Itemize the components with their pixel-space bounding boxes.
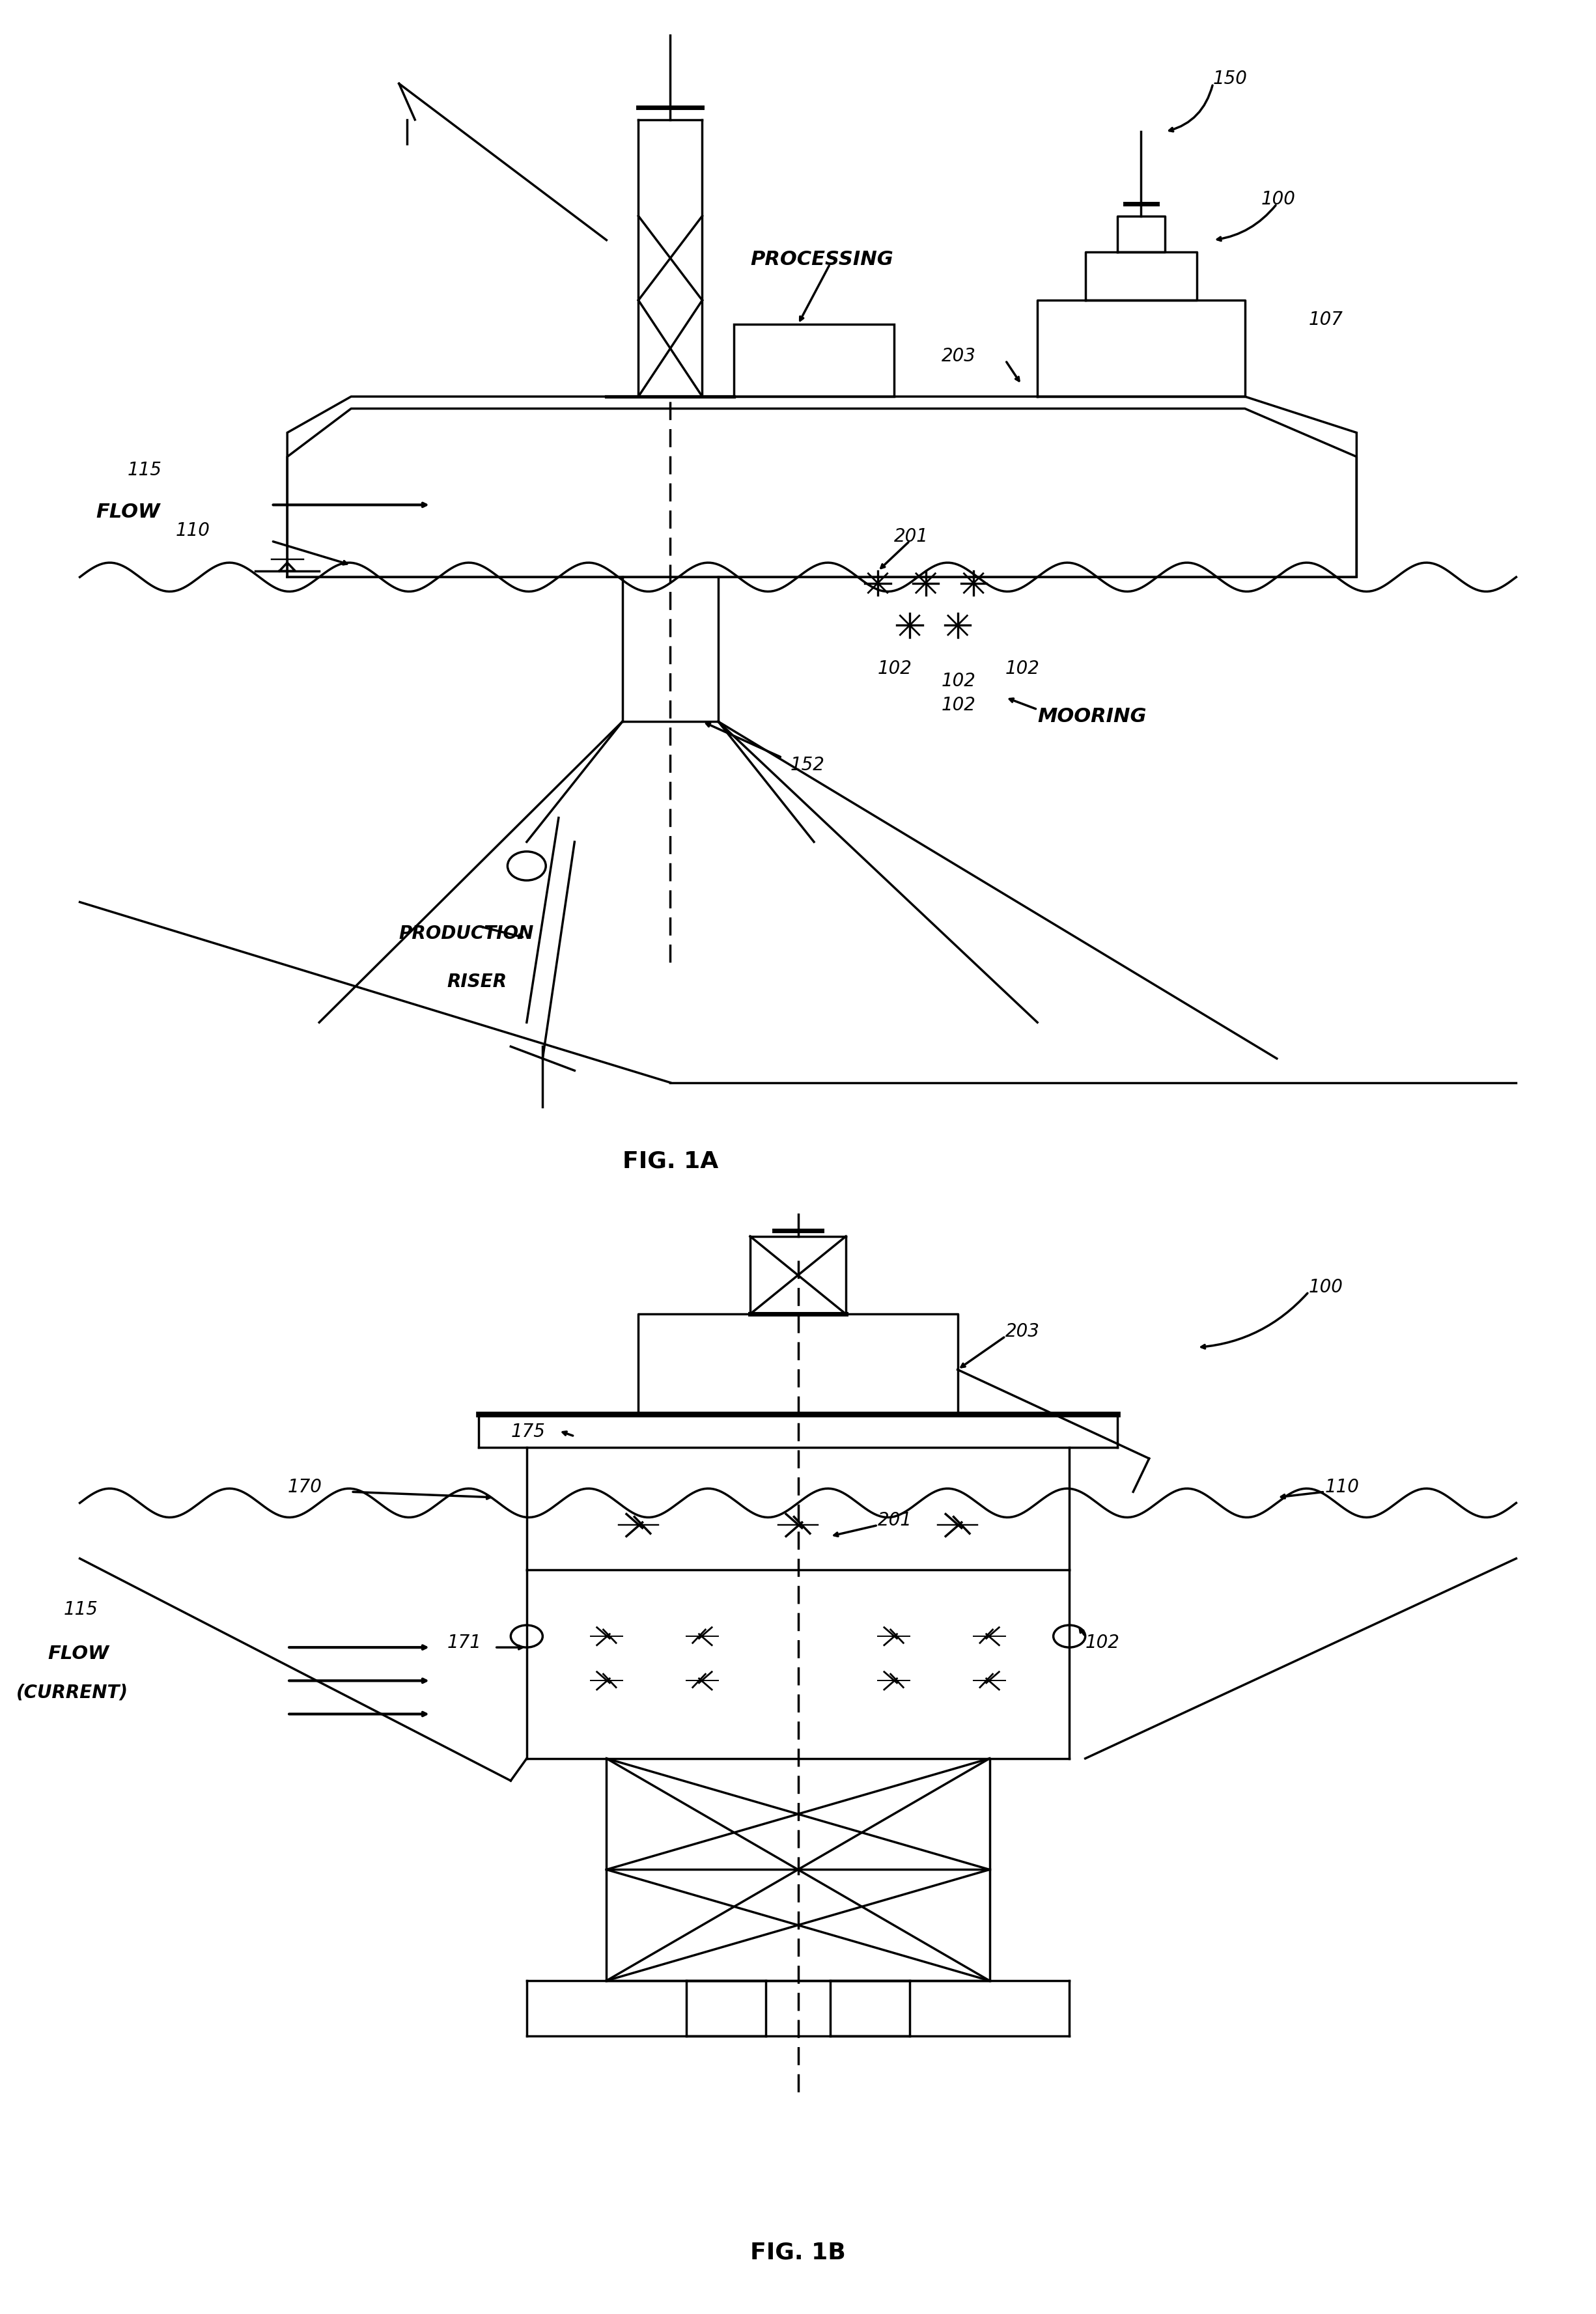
Text: 152: 152 <box>790 757 825 773</box>
Text: 115: 115 <box>128 460 163 479</box>
Text: RISER: RISER <box>447 972 508 990</box>
Text: 170: 170 <box>287 1479 322 1495</box>
Text: 102: 102 <box>942 671 977 690</box>
Text: 100: 100 <box>1261 190 1296 208</box>
Text: 110: 110 <box>1325 1479 1360 1495</box>
Text: 102: 102 <box>878 659 913 678</box>
Text: 110: 110 <box>176 521 211 539</box>
Text: 201: 201 <box>894 528 929 546</box>
Text: FIG. 1B: FIG. 1B <box>750 2240 846 2263</box>
Text: (CURRENT): (CURRENT) <box>16 1682 128 1701</box>
Text: 171: 171 <box>447 1634 482 1652</box>
Text: 102: 102 <box>1005 659 1041 678</box>
Text: 100: 100 <box>1309 1277 1344 1296</box>
Text: PROCESSING: PROCESSING <box>750 250 894 268</box>
Text: FLOW: FLOW <box>48 1645 109 1661</box>
Text: 102: 102 <box>1085 1634 1120 1652</box>
Text: FIG. 1A: FIG. 1A <box>622 1150 718 1171</box>
Text: 201: 201 <box>878 1511 913 1530</box>
Text: 107: 107 <box>1309 310 1344 329</box>
Text: 203: 203 <box>1005 1321 1041 1340</box>
Text: 102: 102 <box>942 697 977 713</box>
Text: 203: 203 <box>942 347 977 366</box>
Text: PRODUCTION: PRODUCTION <box>399 923 535 942</box>
Text: FLOW: FLOW <box>96 502 160 521</box>
Text: 150: 150 <box>1213 69 1248 88</box>
Text: MOORING: MOORING <box>1037 708 1146 727</box>
Text: 175: 175 <box>511 1423 546 1439</box>
Text: 115: 115 <box>64 1599 99 1617</box>
